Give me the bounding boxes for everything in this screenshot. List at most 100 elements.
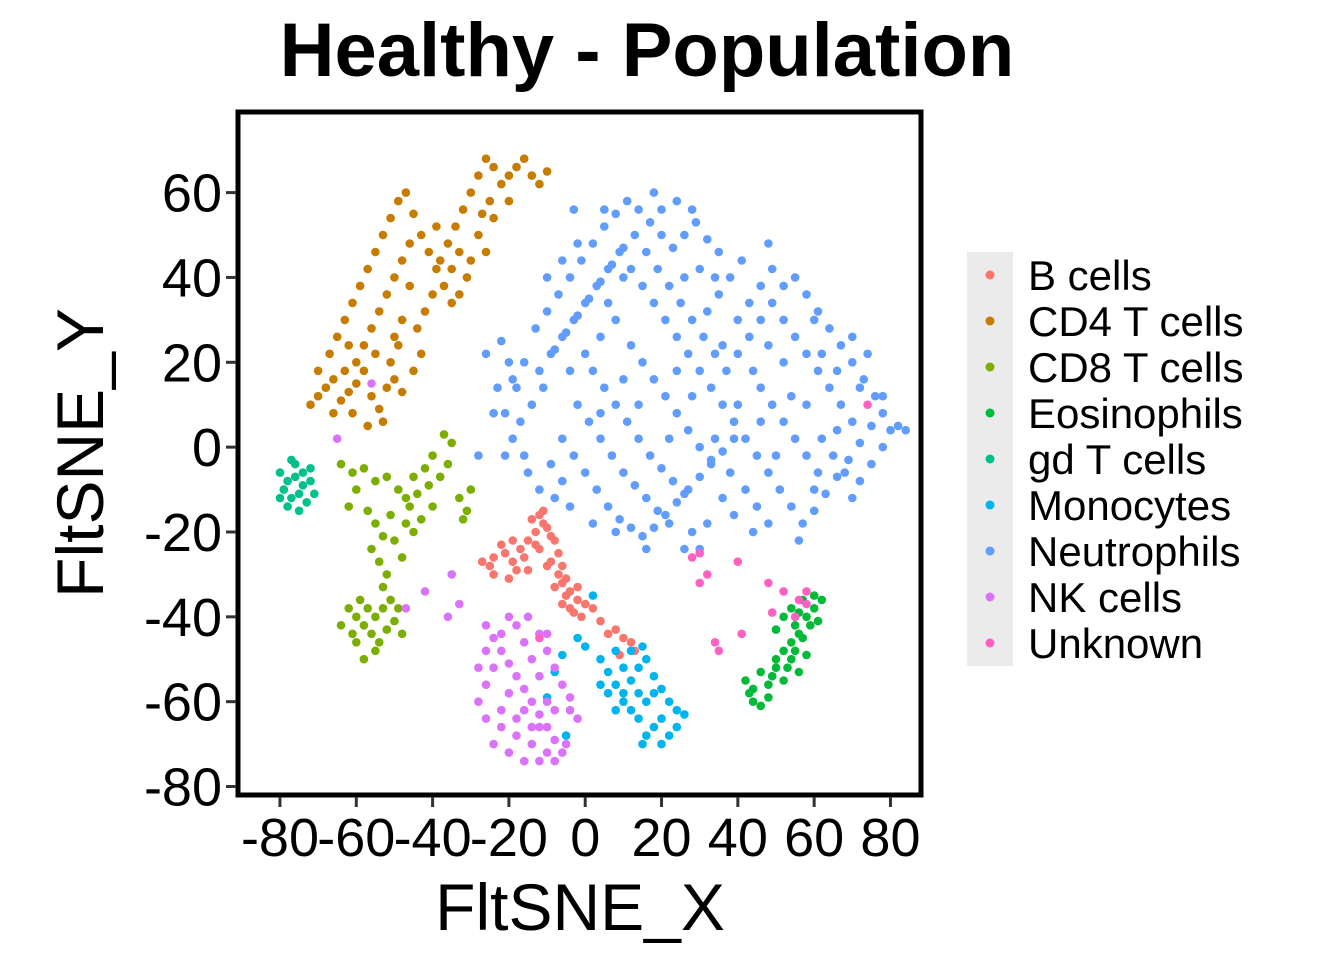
point-series-6-132 [767,264,777,274]
point-series-6-85 [527,400,537,410]
point-series-6-179 [603,298,613,308]
point-series-4-11 [283,502,292,511]
point-series-6-117 [645,451,655,460]
point-series-2-10 [443,459,453,469]
point-series-5-3 [619,688,628,698]
point-series-6-214 [565,502,575,511]
point-series-6-35 [672,332,682,342]
point-series-5-32 [558,650,567,660]
point-series-1-17 [348,298,357,308]
point-series-6-60 [813,307,823,316]
point-series-1-12 [397,387,407,397]
point-series-5-22 [680,710,689,719]
point-series-3-3 [764,680,773,689]
point-series-6-148 [764,519,773,528]
point-series-6-184 [508,375,517,384]
x-tick-label: 60 [784,808,844,868]
point-series-6-10 [577,256,586,265]
point-series-1-50 [359,341,369,350]
point-series-0-14 [558,561,567,571]
legend-label-7: NK cells [1028,574,1182,621]
point-series-6-197 [542,273,552,282]
point-series-7-5 [519,684,529,694]
point-series-1-40 [497,179,506,189]
x-tick-label: 20 [631,808,691,868]
point-series-2-54 [409,527,418,537]
point-series-5-9 [664,697,674,706]
x-tick-label: -20 [470,808,548,868]
point-series-8-10 [714,646,724,656]
point-series-6-95 [649,523,659,532]
point-series-7-19 [504,688,514,698]
point-series-6-70 [699,332,708,342]
point-series-0-41 [619,633,628,643]
point-series-0-47 [523,565,533,575]
point-series-6-169 [840,468,849,477]
point-series-4-5 [287,493,296,503]
point-series-6-222 [787,391,796,401]
point-series-6-99 [695,472,704,482]
x-axis: -80-60-40-20 0 20 40 60 80 [241,797,921,868]
point-series-6-218 [672,366,682,376]
point-series-0-33 [565,604,575,613]
point-series-6-109 [642,493,651,503]
point-series-1-62 [435,256,445,265]
x-tick-label: -80 [241,808,319,868]
point-series-5-15 [626,705,636,715]
point-series-6-73 [664,281,674,291]
point-series-6-177 [649,188,659,197]
point-series-6-151 [703,519,712,528]
point-series-1-44 [527,171,537,180]
point-series-6-142 [779,417,788,427]
point-series-2-50 [378,604,388,613]
point-series-6-191 [809,485,819,494]
point-series-6-131 [756,281,765,291]
point-series-6-181 [779,358,788,367]
point-series-1-39 [489,162,498,172]
point-series-6-53 [878,408,888,418]
point-series-6-6 [531,324,540,333]
point-series-1-36 [466,188,476,197]
point-series-6-147 [752,502,762,511]
point-series-2-0 [336,459,346,469]
x-axis-title: FltSNE_X [435,870,725,944]
point-series-0-39 [573,582,582,592]
point-series-6-226 [565,366,575,376]
point-series-7-16 [474,697,483,706]
y-axis: -80 -60 -40 -20 0 20 40 60 [144,164,236,818]
legend-key-8 [985,638,995,648]
point-series-6-113 [600,383,609,393]
point-series-2-43 [458,515,468,524]
point-series-2-7 [413,489,422,499]
point-series-7-30 [504,612,514,622]
point-series-7-41 [535,756,544,766]
point-series-2-29 [382,625,392,634]
point-series-6-105 [596,434,605,444]
point-series-6-42 [752,451,762,460]
point-series-1-58 [344,341,354,350]
point-series-1-15 [332,332,342,342]
x-tick-label: 0 [570,808,600,868]
point-series-6-187 [832,366,842,376]
point-series-1-57 [352,358,361,367]
point-series-6-213 [611,527,620,537]
point-series-3-4 [771,663,781,672]
y-tick-label: 60 [162,164,222,224]
point-series-2-31 [397,629,407,639]
point-series-1-49 [466,256,476,265]
point-series-0-27 [497,540,506,549]
point-series-1-21 [378,230,388,240]
point-series-1-47 [474,230,483,240]
y-tick-label: -80 [144,758,222,818]
point-series-2-4 [382,472,392,482]
point-series-3-6 [787,654,796,664]
point-series-2-55 [401,519,411,528]
point-series-7-28 [519,638,529,647]
point-series-6-55 [870,391,880,401]
points-layer [275,154,910,766]
point-series-6-46 [798,519,807,528]
point-series-1-45 [535,179,544,189]
point-series-6-7 [542,307,552,316]
point-series-6-149 [718,493,727,503]
point-series-6-14 [622,196,632,206]
